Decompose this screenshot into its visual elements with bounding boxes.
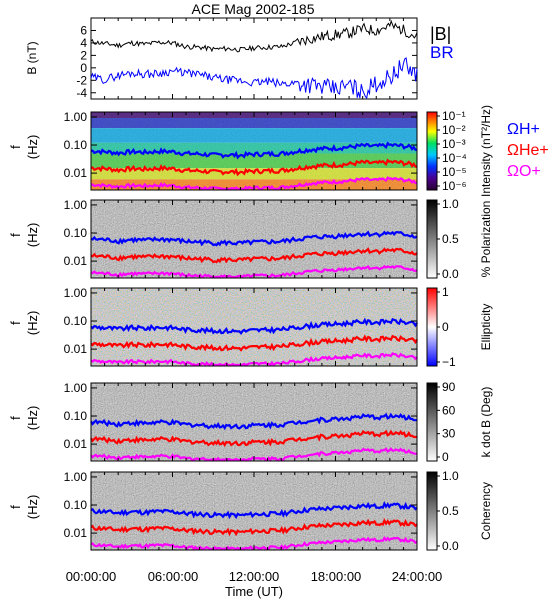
y-tick-label: 0.10 xyxy=(64,498,88,512)
colorbar-tick-label: 1.0 xyxy=(442,469,459,483)
colorbar-label: Ellipticity xyxy=(479,304,493,351)
colorbar-tick-label: 10⁻¹ xyxy=(442,109,466,123)
colorbar-tick-label: 30 xyxy=(442,427,456,441)
y-tick-label: 0.01 xyxy=(64,526,88,540)
colorbar-label: Coherency xyxy=(479,482,493,540)
colorbar-tick-label: 10⁻⁵ xyxy=(442,165,467,179)
y-tick-label: 0.10 xyxy=(64,226,88,240)
y-tick-label: 0 xyxy=(80,61,87,75)
colorbar-tick-label: 10⁻² xyxy=(442,123,466,137)
series-line-br xyxy=(90,57,418,100)
colorbar xyxy=(426,287,438,367)
y-axis-label: B (nT) xyxy=(25,41,39,74)
gyro-line-proton xyxy=(90,230,418,247)
y-tick-label: 0.01 xyxy=(64,166,88,180)
spectrogram-panel: 1.00 0.10 0.01 f (Hz) 1.0 0.5 0.0 % Polarization xyxy=(8,197,493,281)
y-tick-label: 1.00 xyxy=(64,110,88,124)
heatmap-texture xyxy=(91,288,417,366)
y-tick-label: 2 xyxy=(80,48,87,62)
y-tick-label: 0.01 xyxy=(64,437,88,451)
y-tick-label: 1.00 xyxy=(64,286,88,300)
y-tick-label: 0.10 xyxy=(64,314,88,328)
y-tick-label: 0.01 xyxy=(64,254,88,268)
y-axis-label: f xyxy=(8,145,23,149)
colorbar-tick-label: 10⁻³ xyxy=(442,137,466,151)
spectrogram-panel: 1.00 0.10 0.01 f (Hz) 1.0 0.5 0.0 Coherency xyxy=(8,469,493,553)
y-axis-label: f xyxy=(8,505,23,509)
colorbar-tick-label: −1 xyxy=(442,355,456,369)
colorbar-label: k dot B (Deg) xyxy=(479,387,493,458)
colorbar xyxy=(426,382,438,462)
legend-br: BR xyxy=(430,43,454,62)
y-axis-label: (Hz) xyxy=(25,311,40,336)
y-axis-label: (Hz) xyxy=(25,223,40,248)
gyro-line-helium xyxy=(90,518,418,537)
gyro-line-helium xyxy=(90,158,418,177)
x-tick-label: 06:00:00 xyxy=(148,569,199,584)
spectrogram-panel: 1.00 0.10 0.01 f (Hz) 10⁻¹10⁻²10⁻³10⁻⁴10⁻⁵10⁻… xyxy=(8,105,493,197)
gyro-line-proton xyxy=(90,501,418,520)
colorbar xyxy=(426,471,438,551)
y-tick-label: 4 xyxy=(80,36,87,50)
y-axis-label: (Hz) xyxy=(25,406,40,431)
colorbar xyxy=(426,111,438,191)
y-axis-label: f xyxy=(8,321,23,325)
y-tick-label: 6 xyxy=(80,23,87,37)
x-tick-label: 18:00:00 xyxy=(311,569,362,584)
colorbar-tick-label: 10⁻⁶ xyxy=(442,179,467,193)
x-axis: 00:00:00 06:00:00 12:00:00 18:00:00 24:0… xyxy=(66,569,443,599)
y-tick-label: 1.00 xyxy=(64,470,88,484)
y-tick-label: 0.10 xyxy=(64,409,88,423)
colorbar-label: Intensity (nT²/Hz) xyxy=(479,105,493,197)
gyro-label-proton: ΩH+ xyxy=(507,121,540,138)
gyro-line-helium xyxy=(90,247,418,264)
legend-bmag: |B| xyxy=(430,24,451,44)
colorbar-tick-label: 1.0 xyxy=(442,197,459,211)
gyro-label-oxygen: ΩO+ xyxy=(507,163,541,180)
colorbar-tick-label: 0 xyxy=(442,450,449,464)
y-tick-label: -2 xyxy=(76,73,87,87)
figure-title: ACE Mag 2002-185 xyxy=(192,1,315,17)
plot-frame xyxy=(90,17,418,100)
y-tick-label: 0.01 xyxy=(64,342,88,356)
colorbar-tick-label: 1 xyxy=(442,285,449,299)
colorbar-tick-label: 0.0 xyxy=(442,267,459,281)
y-axis-label: (Hz) xyxy=(25,135,40,160)
spectrogram-panel: 1.00 0.10 0.01 f (Hz) 1 0 −1 Ellipticity xyxy=(8,285,493,369)
y-axis-label: f xyxy=(8,233,23,237)
colorbar-tick-label: 0.5 xyxy=(442,504,459,518)
gyro-label-helium: ΩHe+ xyxy=(507,142,549,159)
y-tick-label: 0.10 xyxy=(64,138,88,152)
colorbar-tick-label: 0.0 xyxy=(442,539,459,553)
colorbar-tick-label: 60 xyxy=(442,403,456,417)
y-axis-label: f xyxy=(8,416,23,420)
colorbar-tick-label: 0 xyxy=(442,320,449,334)
y-axis-label: (Hz) xyxy=(25,495,40,520)
colorbar-label: % Polarization xyxy=(479,201,493,278)
gyro-line-proton xyxy=(90,317,418,335)
gyro-line-proton xyxy=(90,412,417,431)
colorbar xyxy=(426,199,438,279)
colorbar-tick-label: 10⁻⁴ xyxy=(442,151,467,165)
x-tick-label: 00:00:00 xyxy=(66,569,117,584)
gyro-line-proton xyxy=(90,141,418,160)
y-tick-label: 1.00 xyxy=(64,198,88,212)
spectrogram-panel: 1.00 0.10 0.01 f (Hz) 90 60 30 0 k dot B (Deg) xyxy=(8,380,493,464)
x-tick-label: 12:00:00 xyxy=(229,569,280,584)
y-tick-label: -4 xyxy=(76,86,87,100)
colorbar-tick-label: 0.5 xyxy=(442,232,459,246)
gyro-line-helium xyxy=(90,429,418,448)
series-line-bmag xyxy=(90,19,418,53)
x-axis-label: Time (UT) xyxy=(225,584,283,599)
y-tick-label: 1.00 xyxy=(64,381,88,395)
colorbar-tick-label: 90 xyxy=(442,380,456,394)
x-tick-label: 24:00:00 xyxy=(392,569,443,584)
gyro-line-helium xyxy=(90,334,418,352)
